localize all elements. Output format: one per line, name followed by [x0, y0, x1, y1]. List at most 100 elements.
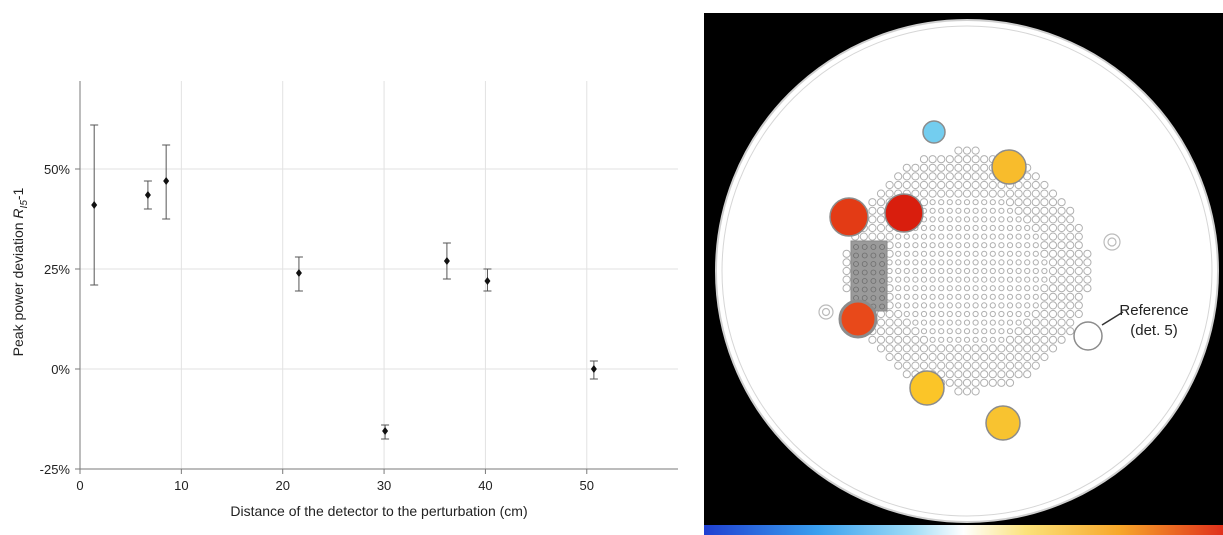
fuel-rod: [1023, 370, 1032, 379]
perturbation-rod: [870, 278, 877, 284]
fuel-rod: [1041, 259, 1048, 266]
reference-label-detector: (det. 5): [1130, 322, 1178, 339]
fuel-rod: [902, 370, 911, 379]
fuel-rod: [1031, 206, 1040, 215]
fuel-rod: [972, 216, 979, 223]
x-tick-label: 20: [275, 478, 289, 493]
fuel-rod: [1005, 198, 1015, 207]
fuel-rod: [1015, 216, 1022, 223]
data-point: [91, 201, 98, 209]
fuel-rod: [902, 344, 911, 353]
perturbation-zone: [850, 240, 888, 312]
fuel-rod: [919, 172, 929, 181]
fuel-rod: [938, 276, 945, 283]
fuel-rod: [1023, 327, 1032, 336]
fuel-rod: [963, 276, 971, 283]
fuel-rod: [1083, 266, 1092, 276]
fuel-rod: [997, 378, 1006, 387]
side-channel-right: [1103, 233, 1121, 251]
fuel-rod: [919, 344, 929, 353]
fuel-rod: [876, 318, 886, 327]
fuel-rod: [962, 387, 972, 396]
fuel-rod: [981, 310, 988, 318]
fuel-rod: [971, 163, 980, 172]
fuel-rod: [1066, 309, 1075, 319]
fuel-rod: [920, 302, 928, 309]
fuel-rod: [1005, 335, 1015, 344]
fuel-rod: [1066, 284, 1075, 293]
fuel-rod: [868, 232, 877, 241]
fuel-rod: [928, 189, 937, 198]
fuel-rod: [963, 310, 971, 318]
fuel-rod: [972, 199, 979, 206]
y-tick-labels: -25% 0% 25% 50%: [40, 162, 80, 477]
fuel-rod: [912, 310, 919, 318]
fuel-rod: [971, 387, 980, 396]
fuel-rod: [955, 276, 962, 283]
fuel-rod: [946, 207, 953, 214]
fuel-rod: [1048, 198, 1058, 207]
fuel-rod: [1024, 242, 1031, 249]
fuel-rod: [938, 242, 945, 249]
fuel-rod: [902, 180, 911, 190]
fuel-rod: [1074, 232, 1083, 241]
fuel-rod: [963, 216, 971, 223]
fuel-rod: [1031, 361, 1040, 370]
fuel-rod: [1024, 302, 1031, 309]
fuel-rod: [963, 328, 971, 335]
fuel-rod: [989, 207, 996, 214]
fuel-rod: [885, 335, 894, 344]
fuel-rod: [989, 259, 996, 266]
fuel-rod: [902, 163, 911, 172]
fuel-rod: [1032, 276, 1039, 283]
perturbation-rod: [879, 278, 886, 284]
fuel-rod: [1040, 335, 1049, 344]
data-point: [144, 191, 151, 199]
fuel-rod: [1048, 266, 1058, 276]
fuel-rod: [1023, 206, 1032, 215]
fuel-rod: [919, 335, 929, 344]
fuel-rod: [919, 361, 929, 370]
fuel-rod: [988, 378, 997, 387]
fuel-rod: [981, 242, 988, 249]
fuel-rod: [895, 267, 902, 275]
fuel-rod: [972, 285, 979, 292]
fuel-rod: [946, 199, 953, 206]
fuel-rod: [1014, 352, 1023, 362]
fuel-rod: [929, 328, 936, 335]
fuel-rod: [955, 224, 962, 232]
fuel-rod: [919, 163, 929, 172]
fuel-rod: [945, 180, 954, 190]
fuel-rod: [895, 250, 902, 257]
peak-power-deviation-chart: 0 10 20 30 40 50 -25% 0% 25% 50% Distance of the…: [10, 81, 678, 519]
fuel-rod: [1066, 292, 1075, 301]
fuel-rod: [912, 285, 919, 292]
fuel-rod: [1083, 258, 1092, 267]
fuel-rod: [962, 172, 972, 181]
fuel-rod: [895, 293, 902, 300]
fuel-rod: [928, 163, 937, 172]
fuel-rod: [1032, 259, 1039, 266]
fuel-rod: [1006, 242, 1014, 249]
fuel-rod: [971, 352, 980, 362]
fuel-rod: [876, 344, 886, 353]
fuel-rod: [894, 352, 903, 362]
fuel-rod: [1015, 285, 1022, 292]
fuel-rod: [946, 267, 953, 275]
perturbation-rod: [861, 278, 868, 284]
fuel-rod: [1040, 198, 1049, 207]
fuel-rod: [1083, 249, 1092, 258]
fuel-rod: [1032, 242, 1039, 249]
detectors: [829, 120, 1103, 441]
fuel-rod: [885, 327, 894, 336]
fuel-rod: [1031, 318, 1040, 327]
fuel-rod: [938, 207, 945, 214]
fuel-rod: [946, 250, 953, 257]
perturbation-rod: [861, 295, 868, 301]
fuel-rod: [868, 335, 877, 344]
fuel-rod: [981, 276, 988, 283]
fuel-rod: [1048, 232, 1058, 241]
fuel-rod: [928, 352, 937, 362]
fuel-rod: [1006, 216, 1014, 223]
fuel-rod: [998, 207, 1005, 214]
